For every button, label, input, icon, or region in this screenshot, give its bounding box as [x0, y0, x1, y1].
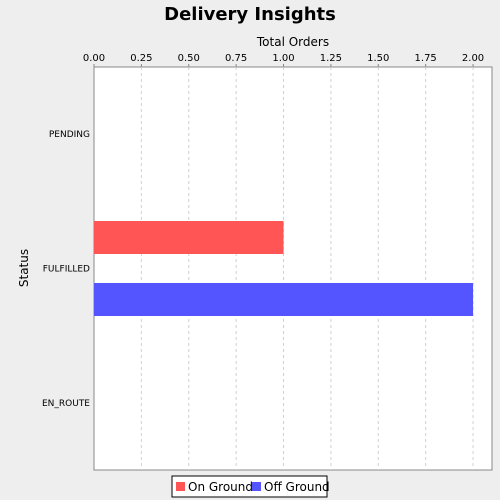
legend-box: [171, 475, 328, 498]
bar-on-ground: [94, 221, 284, 254]
x-tick-label: 0.50: [178, 53, 200, 64]
legend-label-off-ground: Off Ground: [264, 480, 330, 494]
legend-swatch-off-ground: [252, 482, 261, 491]
y-category-label: EN_ROUTE: [42, 399, 90, 409]
bar-off-ground: [94, 283, 474, 316]
x-tick-label: 1.25: [320, 53, 342, 64]
x-tick-label: 0.75: [225, 53, 247, 64]
y-axis-label: Status: [17, 249, 31, 287]
y-axis-categories: PENDING FULFILLED EN_ROUTE: [42, 130, 90, 409]
bars: [94, 221, 474, 316]
legend-label-on-ground: On Ground: [188, 480, 253, 494]
x-axis-label: Total Orders: [256, 35, 329, 49]
x-axis-ticks: 0.00 0.25 0.50 0.75 1.00 1.25 1.50 1.75 2.00: [83, 53, 484, 67]
grid-lines: [140, 67, 474, 470]
legend-swatch-on-ground: [176, 482, 185, 491]
x-tick-label: 2.00: [462, 53, 484, 64]
x-tick-label: 0.00: [83, 53, 105, 64]
x-tick-label: 1.00: [272, 53, 294, 64]
x-tick-label: 1.75: [415, 53, 437, 64]
x-tick-label: 0.25: [130, 53, 152, 64]
legend: On Ground Off Ground: [171, 475, 330, 498]
plot-area: [93, 66, 493, 471]
chart-title: Delivery Insights: [164, 4, 336, 25]
y-category-label: FULFILLED: [43, 265, 90, 275]
x-tick-label: 1.50: [367, 53, 389, 64]
y-category-label: PENDING: [49, 130, 90, 140]
